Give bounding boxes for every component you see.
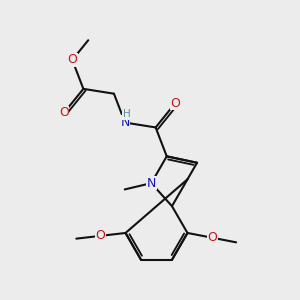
Text: N: N — [120, 116, 130, 129]
Text: O: O — [170, 97, 180, 110]
Text: O: O — [208, 231, 217, 244]
Text: H: H — [122, 109, 130, 119]
Text: O: O — [67, 53, 77, 67]
Text: O: O — [59, 106, 69, 119]
Text: N: N — [147, 177, 156, 190]
Text: O: O — [95, 230, 105, 242]
